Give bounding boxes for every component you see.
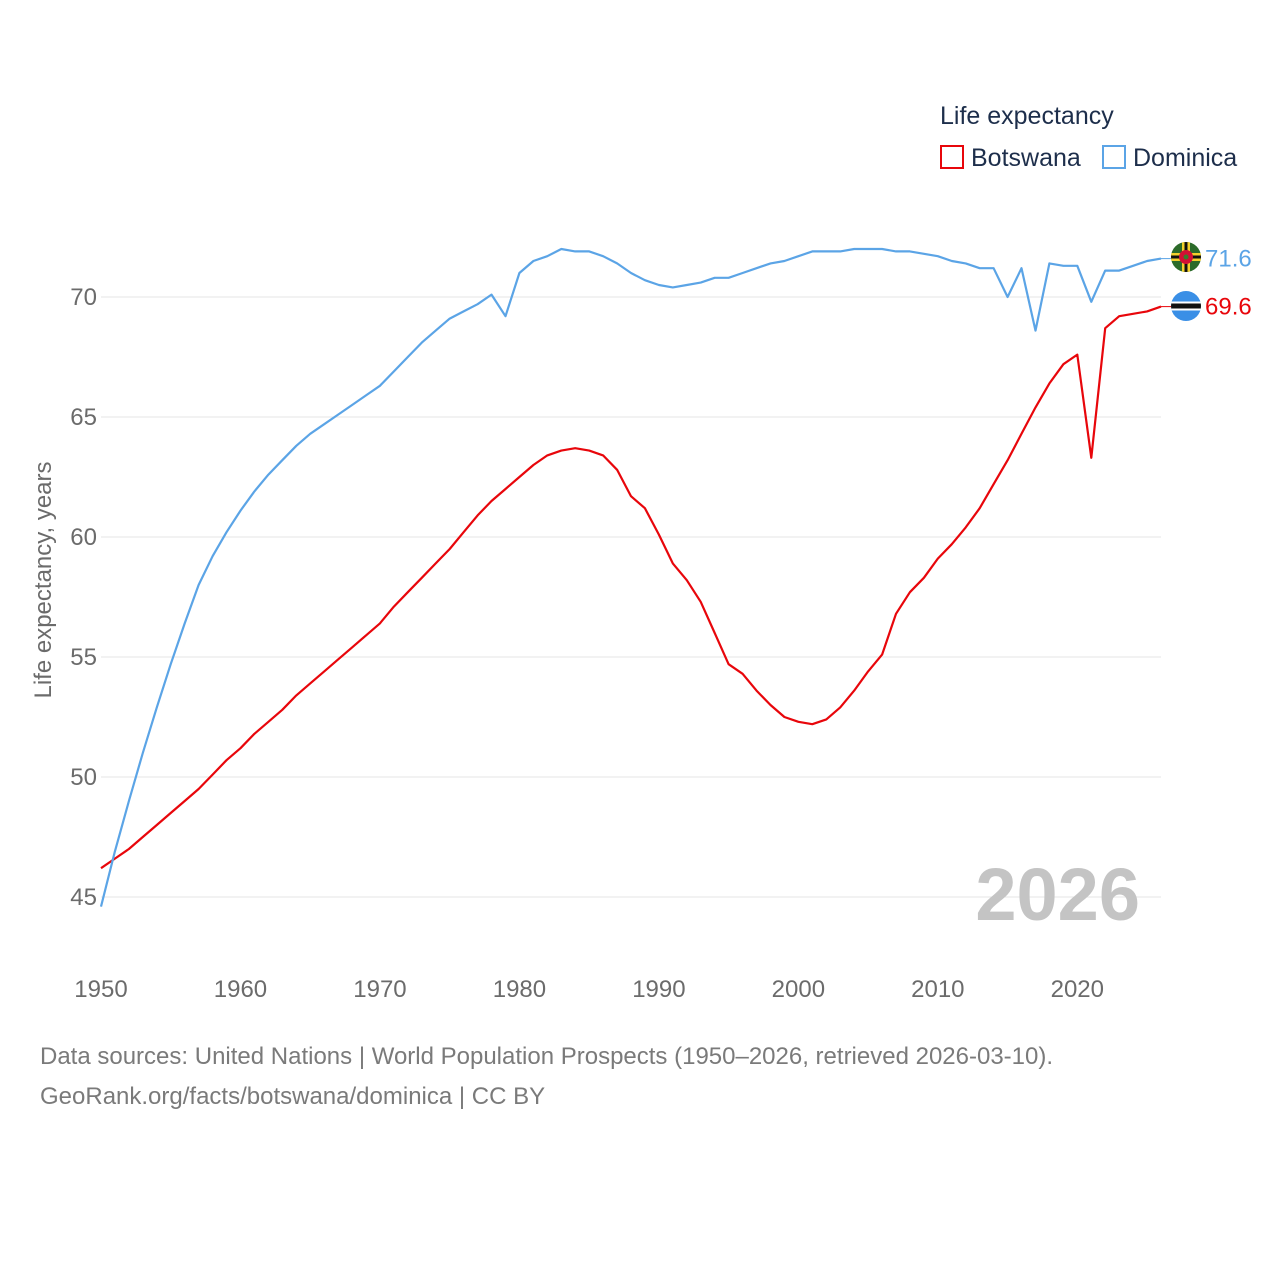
y-axis-title: Life expectancy, years (30, 461, 57, 698)
series-line-botswana (100, 305, 1162, 870)
botswana-flag-icon (1171, 291, 1201, 321)
legend-item-botswana[interactable]: Botswana (940, 144, 1081, 172)
x-tick-label-2010: 2010 (911, 976, 964, 1003)
life-expectancy-chart: 45 50 55 60 65 70 1950 1960 1970 1980 1990 2000 201… (30, 102, 1252, 1003)
x-tick-label-1950: 1950 (74, 976, 127, 1003)
end-label-dominica: 71.6 (1205, 246, 1252, 273)
x-tick-label-2020: 2020 (1051, 976, 1104, 1003)
y-tick-label-60: 60 (70, 524, 97, 551)
x-axis-ticks: 1950 1960 1970 1980 1990 2000 2010 2020 (74, 976, 1104, 1003)
dominica-flag-icon (1171, 242, 1201, 272)
credit-line[interactable]: GeoRank.org/facts/botswana/dominica | CC… (40, 1083, 546, 1110)
x-tick-label-1990: 1990 (632, 976, 685, 1003)
gridlines (101, 296, 1161, 898)
legend-label-dominica: Dominica (1133, 144, 1237, 172)
y-tick-label-70: 70 (70, 284, 97, 311)
y-axis-ticks: 45 50 55 60 65 70 (70, 284, 97, 911)
x-tick-label-1960: 1960 (214, 976, 267, 1003)
x-tick-label-1970: 1970 (353, 976, 406, 1003)
legend-label-botswana: Botswana (971, 144, 1081, 172)
end-labels: 69.6 71.6 (1205, 246, 1252, 321)
series-line-dominica (99, 247, 1162, 907)
year-watermark: 2026 (975, 853, 1140, 936)
x-tick-label-1980: 1980 (493, 976, 546, 1003)
y-tick-label-65: 65 (70, 404, 97, 431)
y-tick-label-45: 45 (70, 884, 97, 911)
data-source-line: Data sources: United Nations | World Pop… (40, 1043, 1054, 1070)
end-label-botswana: 69.6 (1205, 294, 1252, 321)
x-tick-label-2000: 2000 (772, 976, 825, 1003)
legend-swatch-botswana (940, 145, 964, 169)
series-lines (99, 247, 1172, 907)
legend: Life expectancy Botswana Dominica (940, 102, 1237, 172)
y-tick-label-55: 55 (70, 644, 97, 671)
legend-swatch-dominica (1102, 145, 1126, 169)
legend-item-dominica[interactable]: Dominica (1102, 144, 1237, 172)
y-tick-label-50: 50 (70, 764, 97, 791)
legend-title: Life expectancy (940, 102, 1114, 130)
